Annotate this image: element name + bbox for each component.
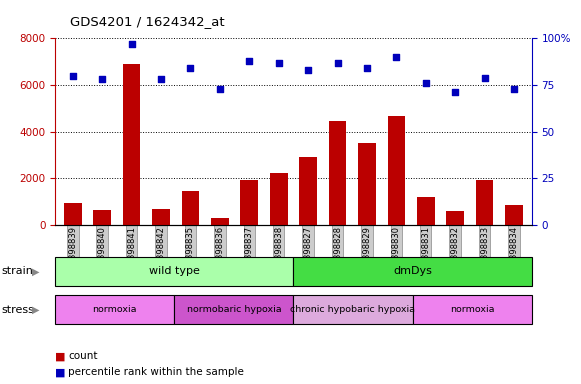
Bar	[388, 116, 405, 225]
Point	[450, 89, 460, 96]
Point	[274, 60, 284, 66]
Point	[303, 67, 313, 73]
Text: ■: ■	[55, 367, 66, 377]
Point	[392, 54, 401, 60]
Bar	[94, 210, 111, 225]
Bar	[476, 180, 493, 225]
Point	[510, 86, 519, 92]
Text: percentile rank within the sample: percentile rank within the sample	[68, 367, 244, 377]
Point	[480, 74, 489, 81]
Bar	[152, 209, 170, 225]
Text: normoxia: normoxia	[450, 305, 494, 314]
Bar	[123, 64, 141, 225]
Text: dmDys: dmDys	[393, 266, 432, 276]
Bar	[182, 191, 199, 225]
Bar	[299, 157, 317, 225]
Text: ▶: ▶	[33, 266, 40, 276]
Bar	[358, 143, 376, 225]
Text: count: count	[68, 351, 98, 361]
Bar	[505, 205, 523, 225]
Point	[127, 41, 137, 47]
Text: wild type: wild type	[149, 266, 200, 276]
Text: normoxia: normoxia	[92, 305, 137, 314]
Bar	[417, 197, 435, 225]
Text: stress: stress	[1, 305, 34, 315]
Point	[156, 76, 166, 83]
Point	[215, 86, 224, 92]
Point	[186, 65, 195, 71]
Point	[421, 80, 431, 86]
Bar	[446, 211, 464, 225]
Bar	[329, 121, 346, 225]
Point	[98, 76, 107, 83]
Bar	[241, 180, 258, 225]
Text: normobaric hypoxia: normobaric hypoxia	[187, 305, 281, 314]
Bar	[270, 173, 288, 225]
Point	[363, 65, 372, 71]
Text: ■: ■	[55, 351, 66, 361]
Bar	[211, 218, 229, 225]
Text: ▶: ▶	[33, 305, 40, 315]
Point	[333, 60, 342, 66]
Text: strain: strain	[1, 266, 33, 276]
Point	[245, 58, 254, 64]
Bar	[64, 202, 82, 225]
Text: chronic hypobaric hypoxia: chronic hypobaric hypoxia	[290, 305, 415, 314]
Point	[68, 73, 77, 79]
Text: GDS4201 / 1624342_at: GDS4201 / 1624342_at	[70, 15, 224, 28]
